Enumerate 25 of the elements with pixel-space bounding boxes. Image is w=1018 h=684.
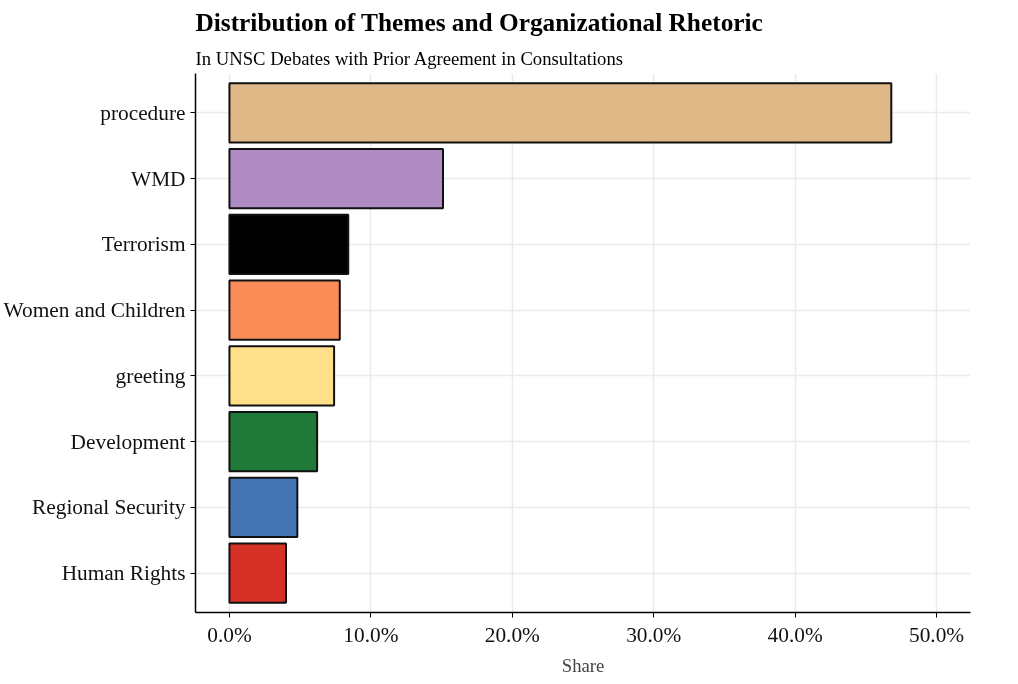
y-tick-label: WMD — [131, 166, 186, 191]
bar — [228, 345, 336, 407]
y-tick-label: greeting — [115, 363, 186, 388]
x-tick-label: 0.0% — [207, 622, 252, 647]
x-tick-label: 40.0% — [767, 622, 823, 647]
bar — [228, 82, 893, 144]
x-tick-label: 50.0% — [909, 622, 965, 647]
bar — [228, 213, 350, 275]
x-tick-label: 20.0% — [484, 622, 541, 647]
bar — [228, 411, 319, 473]
chart-title: Distribution of Themes and Organizational Rhetoric — [195, 7, 763, 36]
x-axis-title: Share — [561, 654, 605, 676]
bar — [228, 542, 288, 604]
chart-subtitle: In UNSC Debates with Prior Agreement in Consultations — [195, 47, 623, 69]
bar — [228, 148, 444, 210]
x-tick-label: 30.0% — [626, 622, 682, 647]
bar — [228, 279, 341, 341]
y-tick-label: Human Rights — [61, 561, 186, 586]
bar — [228, 476, 299, 538]
y-tick-label: Terrorism — [101, 232, 186, 257]
y-tick-label: procedure — [100, 100, 186, 125]
x-tick-label: 10.0% — [343, 622, 399, 647]
y-tick-label: Regional Security — [32, 495, 186, 520]
y-tick-label: Development — [70, 429, 186, 454]
y-tick-label: Women and Children — [3, 298, 186, 323]
